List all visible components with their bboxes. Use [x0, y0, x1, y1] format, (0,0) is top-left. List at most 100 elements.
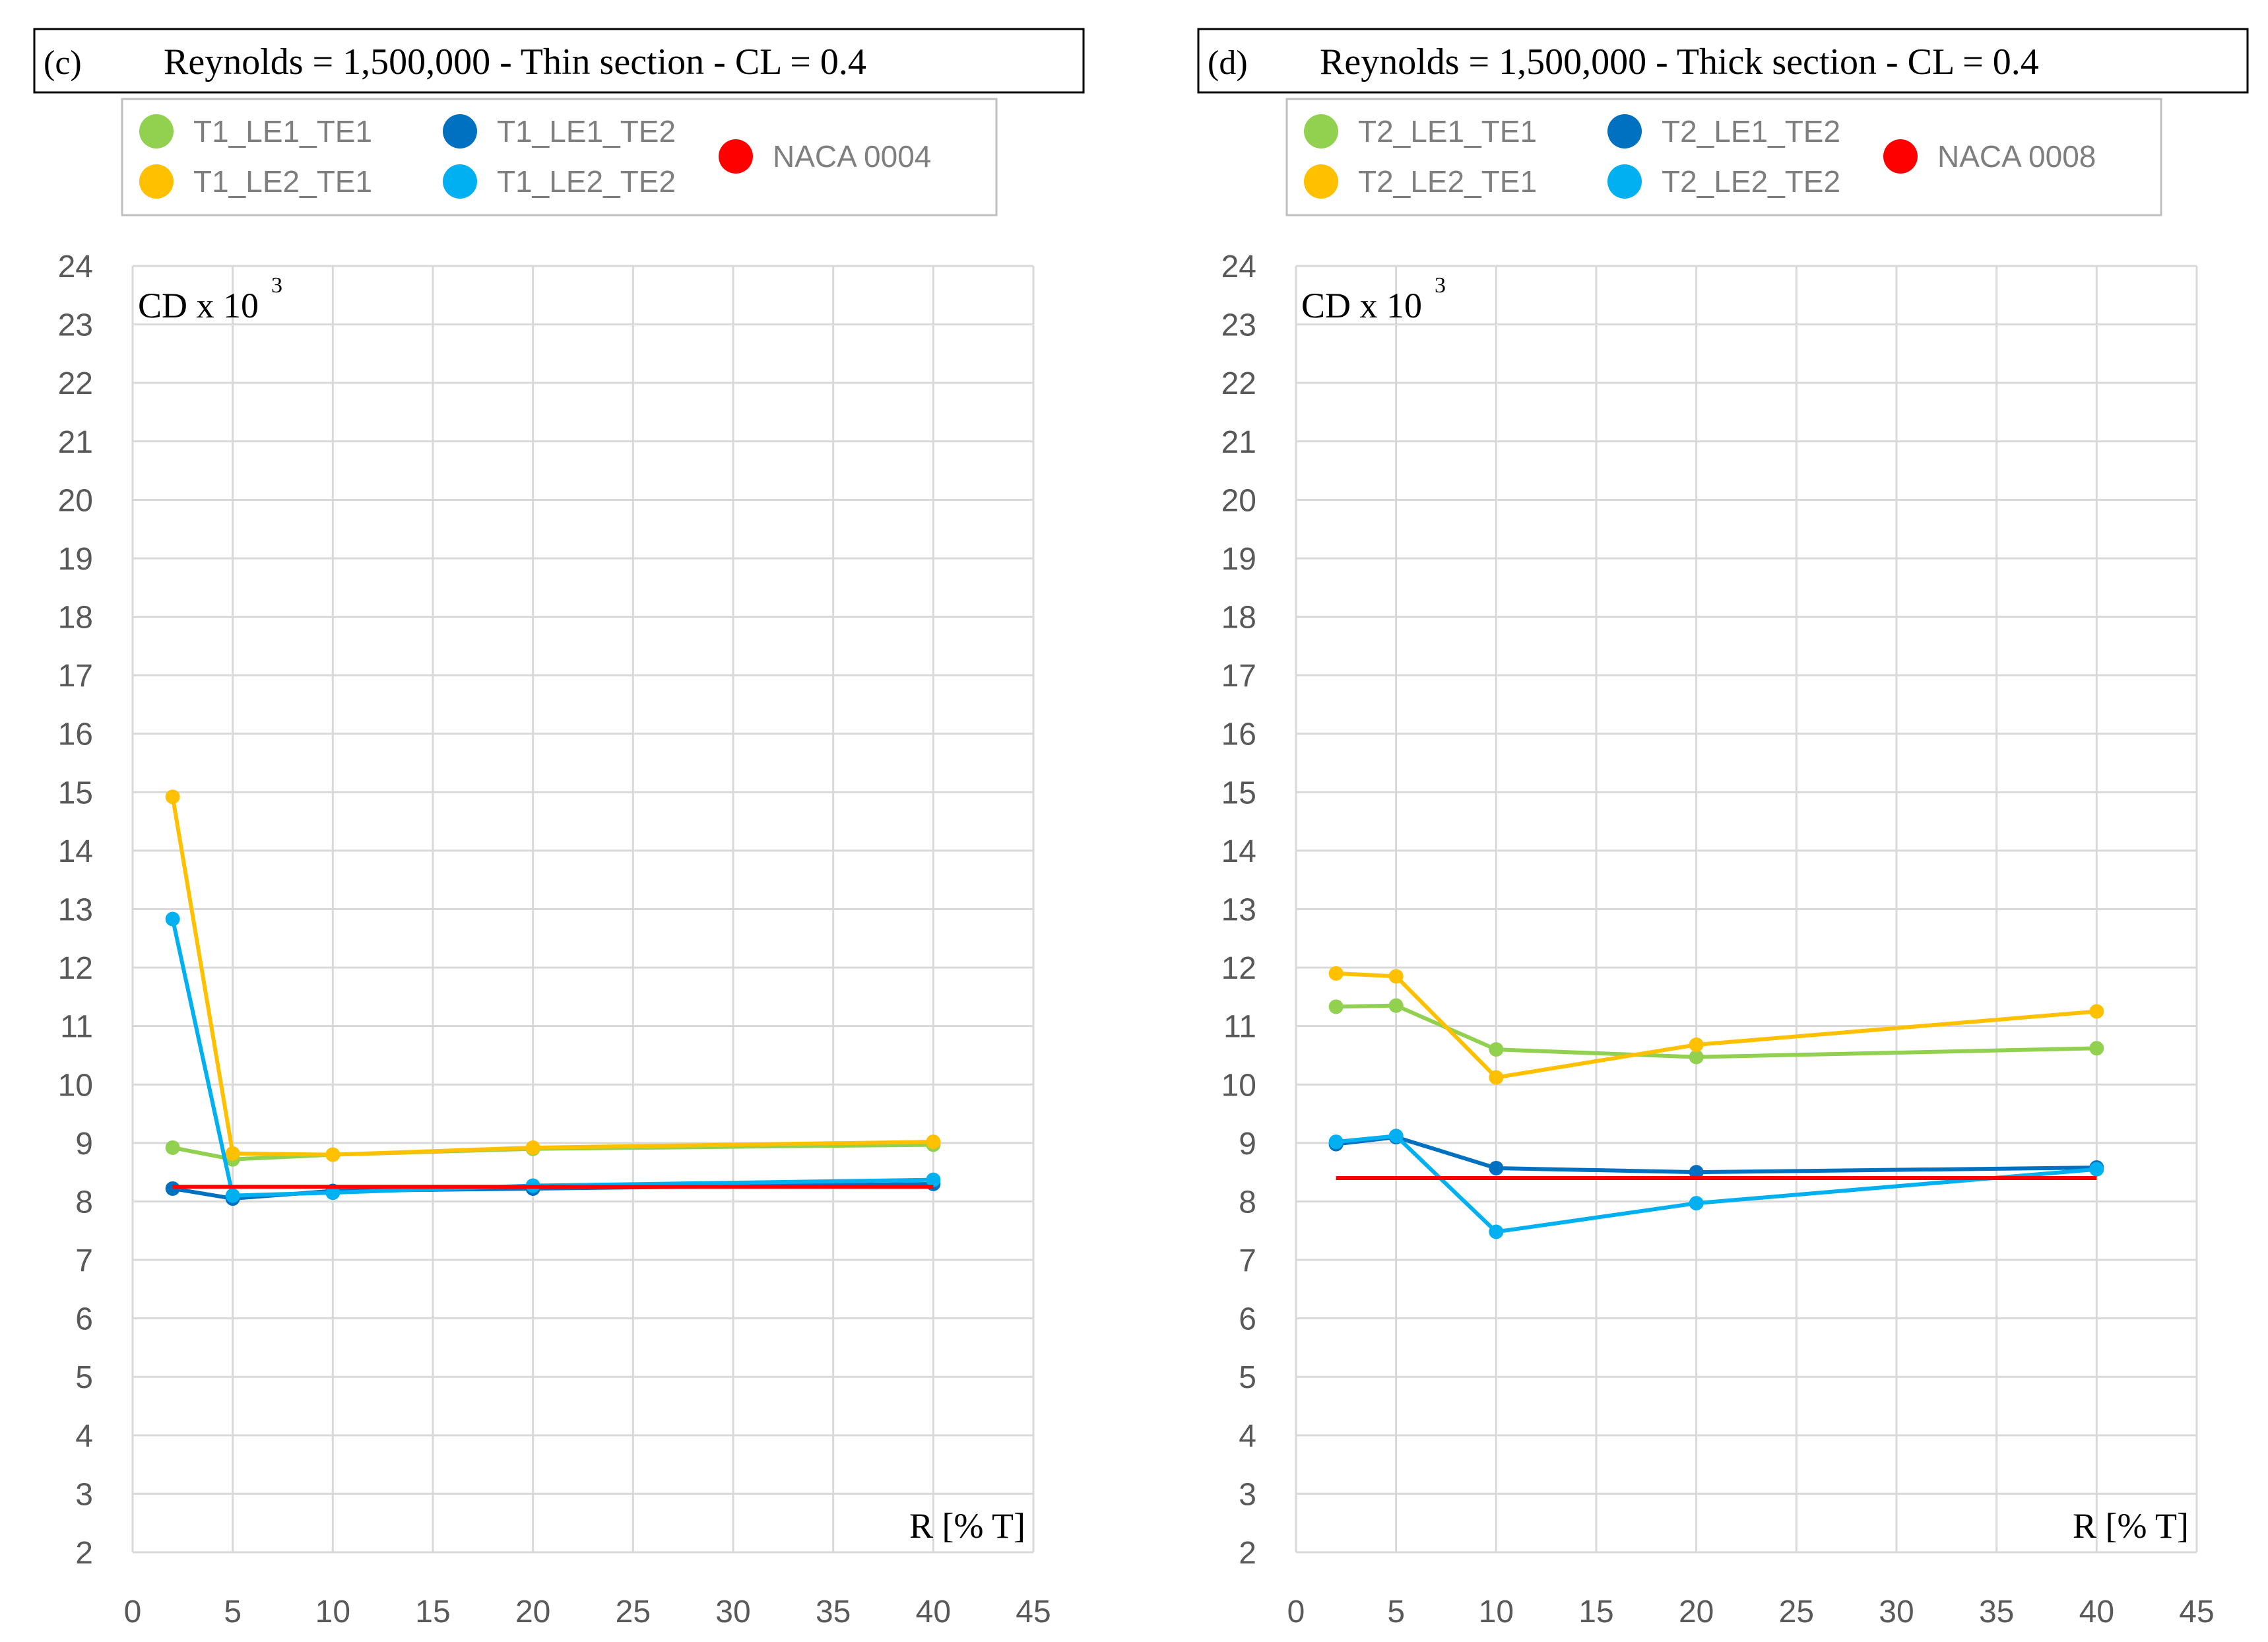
data-point-t1-le2-te1 [225, 1146, 240, 1161]
y-tick-label: 7 [1239, 1243, 1256, 1278]
x-tick-label: 0 [1287, 1594, 1305, 1629]
y-tick-label: 5 [1239, 1360, 1256, 1395]
data-point-t2-le2-te1 [1388, 969, 1404, 984]
x-tick-label: 45 [1016, 1594, 1051, 1629]
series-t1-le2-te1 [165, 789, 941, 1162]
x-tick-label: 40 [2079, 1594, 2114, 1629]
legend-marker-t1-le2-te1 [139, 164, 174, 199]
y-axis-label-superscript: 3 [1435, 273, 1446, 298]
x-tick-label: 40 [916, 1594, 951, 1629]
y-tick-label: 9 [75, 1127, 93, 1162]
x-tick-label: 25 [616, 1594, 651, 1629]
legend-marker-t2-le1-te1 [1304, 114, 1338, 148]
x-tick-label: 10 [1479, 1594, 1514, 1629]
y-tick-label: 21 [58, 425, 93, 460]
y-tick-label: 6 [1239, 1302, 1256, 1337]
series-t2-le2-te1 [1328, 966, 2104, 1085]
x-tick-label: 30 [715, 1594, 750, 1629]
data-point-t2-le2-te2 [1388, 1129, 1404, 1144]
y-axis-label: CD x 10 [1301, 286, 1422, 325]
data-point-t1-le2-te1 [325, 1147, 340, 1162]
y-tick-label: 19 [58, 542, 93, 577]
panel-label: (c) [44, 44, 82, 82]
data-point-t2-le1-te1 [1388, 998, 1404, 1013]
legend-marker-t1-le1-te2 [443, 114, 477, 148]
legend-label-t2-le2-te2: T2_LE2_TE2 [1662, 164, 1840, 199]
x-tick-label: 5 [1387, 1594, 1405, 1629]
x-tick-label: 15 [415, 1594, 450, 1629]
title-box [33, 28, 1085, 94]
legend-marker-t1-le2-te2 [443, 164, 477, 199]
y-tick-label: 6 [75, 1302, 93, 1337]
data-point-t2-le2-te2 [2089, 1162, 2104, 1177]
x-tick-label: 15 [1578, 1594, 1613, 1629]
title-box [1197, 28, 2249, 94]
y-tick-label: 23 [58, 308, 93, 343]
data-point-t2-le2-te1 [1689, 1037, 1704, 1053]
panel-label: (d) [1208, 44, 1248, 82]
y-tick-label: 20 [58, 483, 93, 518]
x-tick-label: 5 [224, 1594, 242, 1629]
x-tick-label: 0 [124, 1594, 142, 1629]
legend-box [121, 98, 998, 216]
legend-marker-naca-0008 [1883, 139, 1918, 174]
data-point-t2-le2-te2 [1328, 1134, 1344, 1150]
legend-label-t1-le2-te1: T1_LE2_TE1 [193, 164, 372, 199]
series-t2-le2-te2 [1328, 1129, 2104, 1239]
chart-title: Reynolds = 1,500,000 - Thin section - CL… [164, 42, 866, 82]
y-tick-label: 19 [1221, 542, 1256, 577]
chart-panel-d: (d) Reynolds = 1,500,000 - Thick section … [1197, 28, 2249, 1629]
data-point-t1-le1-te1 [165, 1140, 180, 1155]
y-tick-label: 20 [1221, 483, 1256, 518]
y-tick-label: 5 [75, 1360, 93, 1395]
data-point-t2-le1-te2 [1689, 1165, 1704, 1180]
y-tick-label: 17 [1221, 659, 1256, 694]
data-point-t2-le2-te1 [1328, 966, 1344, 981]
series-t2-le1-te2 [1328, 1130, 2104, 1180]
x-tick-label: 20 [1679, 1594, 1714, 1629]
y-tick-label: 22 [58, 366, 93, 401]
y-tick-label: 10 [1221, 1068, 1256, 1103]
y-tick-label: 16 [1221, 717, 1256, 752]
y-tick-label: 3 [75, 1477, 93, 1512]
y-axis-label-superscript: 3 [271, 273, 282, 298]
chart-title: Reynolds = 1,500,000 - Thick section - C… [1320, 42, 2039, 82]
data-point-t2-le1-te2 [1489, 1160, 1504, 1175]
y-axis-label: CD x 10 [138, 286, 259, 325]
y-tick-label: 22 [1221, 366, 1256, 401]
y-tick-label: 21 [1221, 425, 1256, 460]
legend-label-t2-le1-te1: T2_LE1_TE1 [1358, 114, 1537, 148]
y-tick-label: 13 [58, 893, 93, 928]
grid [131, 265, 1035, 1554]
y-tick-label: 24 [1221, 249, 1256, 284]
y-tick-label: 24 [58, 249, 93, 284]
data-point-t2-le1-te1 [1489, 1042, 1504, 1057]
legend-label-naca-0004: NACA 0004 [773, 139, 931, 174]
grid [1295, 265, 2198, 1554]
legend-label-t2-le1-te2: T2_LE1_TE2 [1662, 114, 1840, 148]
series-t1-le2-te2 [165, 911, 941, 1203]
y-tick-label: 4 [1239, 1419, 1256, 1454]
legend-label-t1-le1-te2: T1_LE1_TE2 [497, 114, 676, 148]
y-tick-label: 2 [75, 1536, 93, 1571]
y-tick-label: 14 [1221, 834, 1256, 869]
x-tick-label: 45 [2179, 1594, 2214, 1629]
data-point-t2-le2-te2 [1489, 1224, 1504, 1239]
y-tick-label: 14 [58, 834, 93, 869]
data-point-t2-le2-te1 [2089, 1004, 2104, 1019]
y-tick-label: 12 [1221, 951, 1256, 986]
legend-label-naca-0008: NACA 0008 [1937, 139, 2096, 174]
legend-box [1285, 98, 2162, 216]
y-tick-label: 11 [60, 1010, 93, 1045]
data-point-t1-le2-te1 [926, 1134, 941, 1150]
x-tick-label: 35 [1979, 1594, 2014, 1629]
legend-marker-t2-le2-te2 [1607, 164, 1642, 199]
legend-label-t1-le2-te2: T1_LE2_TE2 [497, 164, 676, 199]
y-tick-label: 12 [58, 951, 93, 986]
legend-marker-t2-le2-te1 [1304, 164, 1338, 199]
x-tick-label: 35 [816, 1594, 851, 1629]
y-tick-label: 7 [75, 1243, 93, 1278]
y-tick-label: 18 [58, 601, 93, 636]
series-t2-le1-te1 [1328, 998, 2104, 1065]
